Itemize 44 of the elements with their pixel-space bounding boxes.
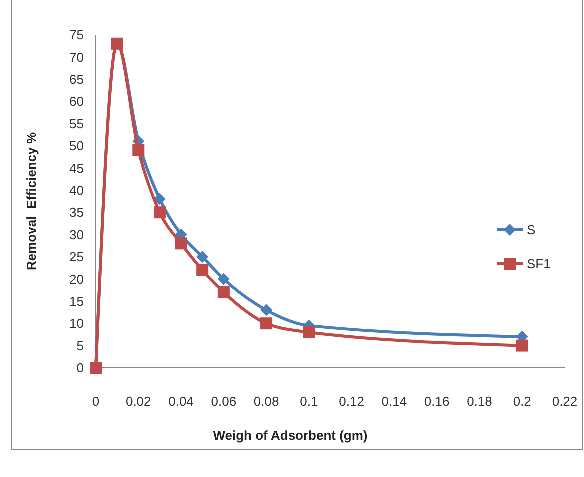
y-tick-label: 15 <box>70 294 84 309</box>
y-tick-label: 45 <box>70 160 84 176</box>
point <box>175 238 188 250</box>
point <box>218 273 230 286</box>
x-tick-label: 0.12 <box>339 394 364 409</box>
x-tick-label: 0.2 <box>513 394 532 409</box>
y-tick-label: 35 <box>70 205 84 220</box>
x-tick-label: 0.02 <box>126 394 152 409</box>
y-tick-label: 30 <box>70 227 84 242</box>
point <box>154 206 166 219</box>
y-tick-label: 0 <box>76 360 84 376</box>
y-tick-label: 5 <box>76 338 84 354</box>
x-axis-title: Weigh of Adsorbent (gm) <box>213 428 368 443</box>
point <box>516 340 528 352</box>
y-tick-label: 25 <box>70 250 84 265</box>
y-tick-label: 50 <box>70 138 84 154</box>
x-tick-label: 0.1 <box>300 394 318 409</box>
point <box>132 144 145 156</box>
y-tick-label: 10 <box>70 316 84 332</box>
point <box>196 251 209 263</box>
x-tick-label: 0.16 <box>424 394 450 409</box>
point <box>303 326 316 338</box>
y-axis-title: Removal Efficiency % <box>24 132 39 270</box>
y-tick-label: 65 <box>70 72 84 87</box>
y-tick-label: 60 <box>70 94 84 110</box>
y-tick-label: 20 <box>70 272 84 287</box>
x-tick-label: 0 <box>92 394 100 409</box>
point <box>196 264 209 276</box>
x-tick-label: 0.22 <box>552 394 578 409</box>
x-tick-label: 0.18 <box>467 394 492 409</box>
x-tick-label: 0.06 <box>211 394 237 409</box>
y-tick-label: 55 <box>70 116 84 132</box>
y-tick-label: 75 <box>70 28 84 43</box>
legend-label: S <box>527 222 536 238</box>
y-tick-label: 70 <box>70 50 84 65</box>
x-tick-label: 0.04 <box>168 394 194 409</box>
point <box>154 193 166 206</box>
y-tick-label: 40 <box>70 182 84 198</box>
point <box>260 304 273 316</box>
x-tick-label: 0.14 <box>382 394 408 409</box>
point <box>260 318 273 330</box>
point <box>218 286 230 299</box>
x-tick-label: 0.08 <box>254 394 280 409</box>
legend-label: SF1 <box>527 256 551 272</box>
